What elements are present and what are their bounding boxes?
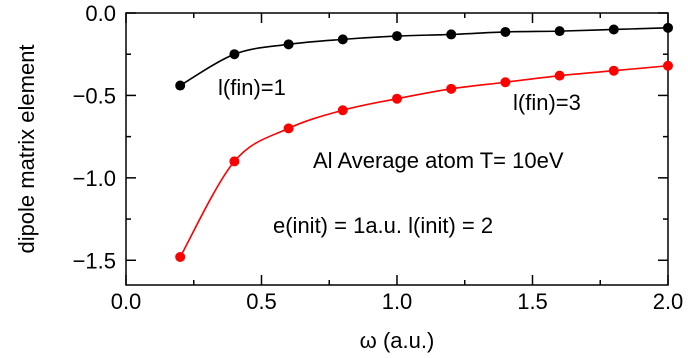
data-point-series-1 <box>392 93 402 104</box>
data-point-series-0 <box>608 24 619 35</box>
series-line-0 <box>179 27 669 87</box>
annotation-lfin3: l(fin)=3 <box>513 90 581 115</box>
data-point-series-1 <box>446 83 457 94</box>
series-points <box>175 22 673 262</box>
data-point-series-0 <box>337 34 348 45</box>
ticks <box>125 12 669 285</box>
data-point-series-0 <box>175 80 186 91</box>
data-point-series-1 <box>554 70 565 81</box>
annotation-lfin1: l(fin)=1 <box>218 75 286 100</box>
data-point-series-0 <box>446 29 457 40</box>
data-point-series-0 <box>229 49 240 60</box>
data-point-series-1 <box>175 251 186 262</box>
data-point-series-0 <box>554 26 565 37</box>
data-point-series-1 <box>337 105 348 116</box>
x-tick-label: 1.5 <box>517 289 548 314</box>
data-point-series-0 <box>283 39 294 50</box>
data-point-series-0 <box>663 22 673 33</box>
series-lines <box>179 27 669 258</box>
x-tick-label: 2.0 <box>653 289 684 314</box>
y-axis-label: dipole matrix element <box>14 44 39 253</box>
data-point-series-0 <box>500 26 511 37</box>
y-tick-label: 0.0 <box>85 1 116 26</box>
x-tick-label: 1.0 <box>382 289 413 314</box>
x-axis-label: ω (a.u.) <box>360 328 435 353</box>
data-point-series-1 <box>229 156 240 167</box>
annotation-initial-state: e(init) = 1a.u. l(init) = 2 <box>273 213 493 238</box>
x-tick-label: 0.0 <box>111 289 142 314</box>
y-tick-label: −1.0 <box>73 166 116 191</box>
data-point-series-1 <box>608 65 619 76</box>
data-point-series-1 <box>500 77 511 88</box>
data-point-series-1 <box>663 60 673 71</box>
x-tick-label: 0.5 <box>246 289 277 314</box>
annotation-al-average-atom: Al Average atom T= 10eV <box>313 148 564 173</box>
y-tick-label: −1.5 <box>73 248 116 273</box>
y-tick-label: −0.5 <box>73 83 116 108</box>
tick-labels: 0.0 0.5 1.0 1.5 2.0 0.0 −0.5 −1.0 −1.5 <box>73 1 684 314</box>
data-point-series-0 <box>392 31 402 42</box>
data-point-series-1 <box>283 123 294 134</box>
series-line-1 <box>179 64 669 258</box>
